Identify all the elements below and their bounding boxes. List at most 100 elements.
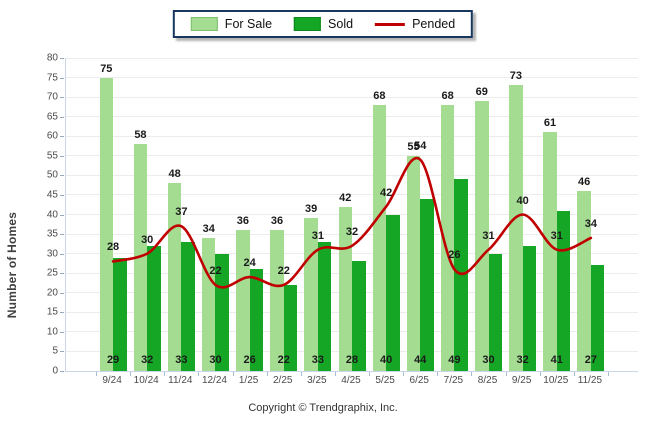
gridline xyxy=(66,214,638,215)
for-sale-swatch-icon xyxy=(190,17,218,31)
x-axis-tick-mark xyxy=(403,372,405,376)
sold-value-label: 26 xyxy=(243,354,256,366)
pended-value-label: 54 xyxy=(414,139,427,152)
pended-value-label: 32 xyxy=(345,225,359,238)
sold-value-label: 44 xyxy=(414,354,427,366)
y-axis-tick-label: 5 xyxy=(52,345,58,357)
y-axis-tick-label: 10 xyxy=(46,326,58,338)
y-axis-tick-label: 50 xyxy=(46,169,58,181)
x-axis-tick-mark xyxy=(300,372,302,376)
x-axis-label: 5/25 xyxy=(375,375,395,386)
bar-for-sale xyxy=(509,85,523,371)
y-axis-tick-label: 15 xyxy=(46,306,58,318)
gridline xyxy=(66,155,638,157)
sold-value-label: 29 xyxy=(106,354,120,366)
gridline xyxy=(66,135,638,137)
x-axis-tick-mark xyxy=(369,372,371,376)
x-axis-label: 3/25 xyxy=(307,375,327,386)
bar-for-sale xyxy=(577,191,591,371)
x-axis-label: 7/25 xyxy=(443,375,464,386)
for-sale-value-label: 58 xyxy=(134,129,147,142)
copyright-text: Copyright © Trendgraphix, Inc. xyxy=(248,402,398,414)
y-axis-tick-label: 45 xyxy=(46,189,58,201)
y-axis-tick-mark xyxy=(60,194,64,196)
x-axis-label: 1/25 xyxy=(238,375,259,386)
for-sale-value-label: 61 xyxy=(543,117,557,130)
legend-label-pended: Pended xyxy=(412,17,456,31)
y-axis-title: Number of Homes xyxy=(5,211,19,319)
y-axis-tick-mark xyxy=(60,155,64,157)
for-sale-value-label: 46 xyxy=(578,176,591,189)
y-axis-tick-mark xyxy=(60,214,64,216)
bar-for-sale xyxy=(99,77,114,371)
bar-for-sale xyxy=(372,104,387,371)
sold-value-label: 30 xyxy=(209,354,222,366)
x-axis-label: 8/25 xyxy=(477,375,498,386)
y-axis-tick-label: 25 xyxy=(46,267,58,279)
bar-sold xyxy=(181,241,195,371)
y-axis-tick-label: 80 xyxy=(46,52,58,64)
y-axis-tick-label: 60 xyxy=(46,130,58,142)
bar-sold xyxy=(249,269,264,371)
for-sale-value-label: 36 xyxy=(236,215,249,228)
x-axis-label: 9/25 xyxy=(511,375,532,386)
plot-area: 75 29 28 58 32 30 48 33 37 34 30 22 36 26 24 36 22 22 39 33… xyxy=(65,57,638,376)
y-axis-tick-mark xyxy=(60,234,64,236)
sold-value-label: 32 xyxy=(516,354,529,366)
sold-value-label: 49 xyxy=(448,354,461,366)
x-axis-tick-mark xyxy=(608,372,609,376)
pended-value-label: 30 xyxy=(141,233,154,246)
bar-sold xyxy=(488,253,503,371)
y-axis-tick-mark xyxy=(60,175,64,177)
x-axis-label: 12/24 xyxy=(201,375,227,386)
for-sale-value-label: 68 xyxy=(373,89,386,102)
pended-value-label: 22 xyxy=(209,264,222,277)
x-axis-tick-mark xyxy=(437,372,439,376)
pended-value-label: 31 xyxy=(550,229,563,242)
y-axis-tick-mark xyxy=(60,312,64,314)
bar-sold xyxy=(352,261,366,371)
for-sale-value-label: 42 xyxy=(339,191,352,204)
y-axis-tick-label: 75 xyxy=(46,72,58,84)
for-sale-value-label: 55 xyxy=(407,140,420,153)
y-axis: Number of Homes 0 5 10 15 20 25 30 35 40 45 50 55 60… xyxy=(0,53,65,377)
for-sale-value-label: 39 xyxy=(304,203,318,216)
pended-line xyxy=(111,156,593,289)
gridline xyxy=(66,96,638,98)
y-axis-tick-mark xyxy=(60,136,64,138)
bar-sold xyxy=(147,245,161,371)
y-axis-tick-label: 35 xyxy=(46,228,58,240)
y-axis-tick-label: 40 xyxy=(46,209,58,220)
pended-value-label: 31 xyxy=(482,229,495,242)
gridline xyxy=(66,233,638,235)
legend-label-sold: Sold xyxy=(328,17,354,31)
y-axis-tick-mark xyxy=(60,77,64,79)
sold-value-label: 32 xyxy=(141,354,154,366)
bar-sold xyxy=(215,253,229,371)
legend-item-for-sale: For Sale xyxy=(190,17,273,31)
x-axis-tick-mark xyxy=(164,372,166,376)
x-axis-tick-mark xyxy=(505,372,507,376)
x-axis-tick-mark xyxy=(232,372,234,376)
y-axis-tick-mark xyxy=(60,97,64,99)
x-axis-tick-mark xyxy=(334,372,336,376)
bar-sold xyxy=(522,245,537,371)
legend-label-for-sale: For Sale xyxy=(224,17,273,31)
legend-item-pended: Pended xyxy=(375,17,455,31)
x-axis-label: 6/25 xyxy=(409,375,429,386)
x-axis-label: 4/25 xyxy=(341,375,361,386)
for-sale-value-label: 68 xyxy=(441,89,454,102)
gridline xyxy=(66,253,638,255)
bar-sold xyxy=(317,241,332,371)
bar-sold xyxy=(590,265,605,371)
x-axis-label: 10/25 xyxy=(543,375,569,386)
pended-value-label: 26 xyxy=(448,249,461,262)
pended-value-label: 37 xyxy=(175,206,188,219)
x-axis-tick-mark xyxy=(96,372,97,376)
bar-for-sale xyxy=(440,104,455,371)
sold-value-label: 40 xyxy=(380,354,393,366)
y-axis-tick-mark xyxy=(60,351,64,353)
sold-value-label: 30 xyxy=(482,354,495,366)
pended-value-label: 34 xyxy=(584,217,598,230)
pended-value-label: 24 xyxy=(243,257,256,270)
